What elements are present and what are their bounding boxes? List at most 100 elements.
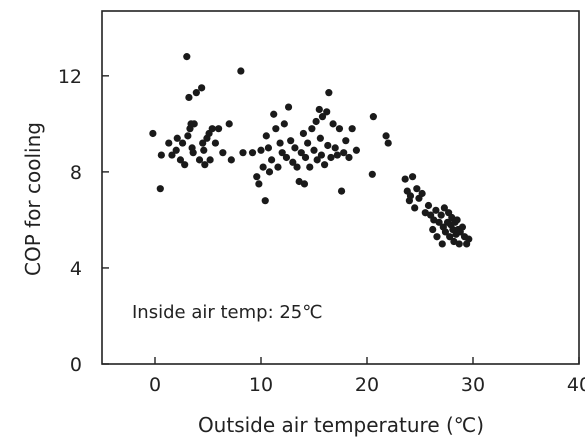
data-point (270, 110, 278, 118)
x-tick-label: 40 (567, 374, 585, 396)
data-point (333, 151, 341, 159)
data-point (446, 233, 454, 241)
data-point (257, 146, 265, 154)
data-point (435, 218, 443, 226)
data-point (312, 117, 320, 126)
data-point (208, 125, 216, 133)
data-point (259, 163, 267, 171)
data-point (293, 163, 301, 171)
data-point (149, 129, 157, 138)
data-point (287, 137, 295, 145)
data-point (206, 156, 214, 164)
data-point (178, 139, 187, 147)
data-point (192, 89, 200, 97)
data-point (432, 206, 440, 214)
data-point (408, 173, 417, 181)
x-axis-title: Outside air temperature (℃) (198, 413, 484, 437)
data-point (274, 163, 282, 171)
data-point (327, 153, 335, 162)
data-point (173, 134, 181, 142)
data-point (184, 132, 192, 140)
data-point (201, 161, 209, 169)
data-point (340, 149, 348, 157)
data-point (315, 105, 323, 114)
data-point (304, 139, 312, 147)
data-point (239, 149, 247, 157)
data-point (248, 149, 257, 157)
y-tick-label: 0 (70, 354, 82, 376)
data-point (335, 125, 344, 133)
data-point (441, 228, 450, 236)
x-axis: 0 10 20 30 40 (149, 357, 585, 396)
data-point (368, 170, 376, 178)
data-point (282, 153, 291, 162)
data-point (172, 146, 180, 154)
data-point (198, 84, 206, 92)
data-point (297, 149, 305, 157)
data-point (411, 204, 419, 212)
data-point (199, 139, 207, 147)
data-point (455, 240, 463, 248)
data-point (323, 108, 331, 116)
data-point (262, 132, 270, 140)
x-tick-label: 30 (461, 374, 485, 396)
data-point (261, 197, 269, 205)
data-point (168, 151, 176, 159)
plot-frame (101, 10, 580, 365)
data-point (156, 185, 164, 193)
data-point (299, 129, 307, 138)
data-point (429, 225, 437, 234)
data-point (265, 168, 274, 176)
data-point (406, 192, 415, 200)
data-point (276, 139, 284, 147)
y-axis-title: COP for cooling (21, 122, 45, 276)
data-point (280, 120, 288, 128)
data-point (324, 141, 332, 150)
y-axis: 0 4 8 12 (58, 66, 109, 376)
data-point (189, 149, 197, 157)
data-point (437, 211, 445, 219)
data-point (321, 161, 329, 169)
data-point (369, 113, 377, 121)
data-point (329, 120, 337, 128)
data-point (440, 204, 448, 212)
data-point (185, 93, 193, 102)
data-point (317, 151, 326, 159)
data-point (289, 158, 297, 166)
data-point (318, 113, 327, 121)
annotation-label: Inside air temp: 25℃ (132, 302, 322, 323)
data-point (211, 139, 220, 147)
data-point (237, 67, 245, 75)
data-point (308, 125, 316, 133)
data-point (176, 156, 185, 164)
data-point (255, 180, 263, 188)
data-point (272, 125, 280, 133)
data-point (284, 103, 293, 111)
data-point (291, 144, 299, 152)
data-point (165, 139, 173, 147)
data-point (331, 144, 339, 152)
data-point (227, 156, 235, 164)
data-point (215, 125, 223, 133)
data-point (325, 89, 333, 97)
data-point (278, 149, 286, 157)
data-point (253, 173, 261, 181)
data-point (345, 153, 353, 162)
data-point (453, 216, 461, 224)
data-point (264, 144, 273, 152)
data-point (418, 189, 426, 198)
y-tick-label: 4 (70, 258, 82, 280)
data-point (157, 151, 165, 159)
y-tick-label: 8 (70, 162, 82, 184)
data-point (458, 223, 466, 231)
data-point (465, 235, 473, 243)
data-point (433, 233, 441, 241)
data-point (413, 185, 421, 193)
data-points (149, 53, 473, 248)
data-point (200, 146, 208, 154)
data-point (424, 201, 433, 210)
y-tick-label: 12 (58, 66, 82, 88)
data-point (190, 120, 198, 128)
data-point (313, 156, 321, 164)
x-tick-label: 10 (249, 374, 273, 396)
